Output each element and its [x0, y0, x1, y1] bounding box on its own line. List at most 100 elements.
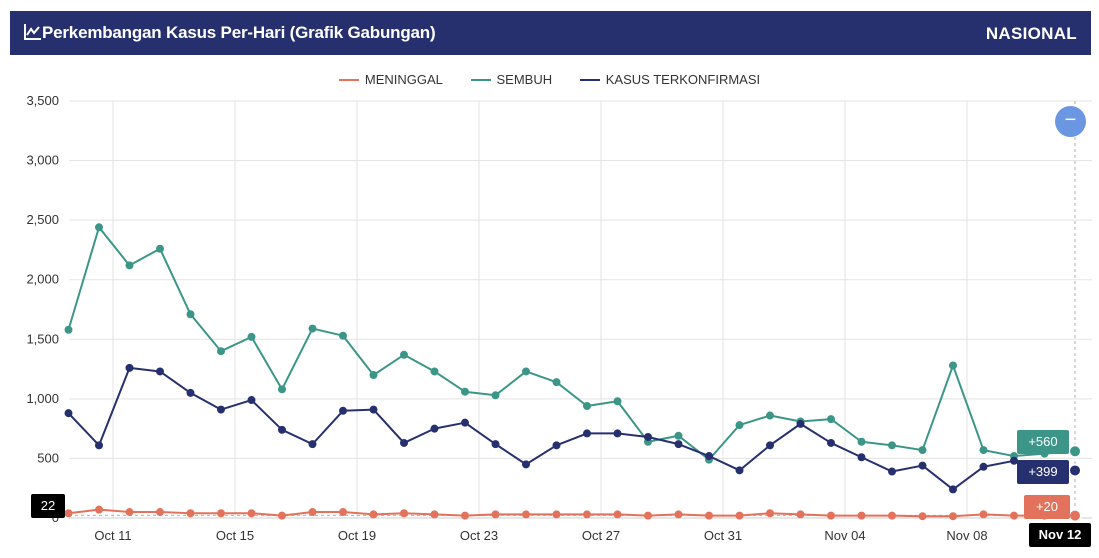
- series-line-sembuh: [67, 226, 1076, 461]
- data-point-konfirmasi: [735, 466, 744, 475]
- chart-header: Perkembangan Kasus Per-Hari (Grafik Gabu…: [10, 11, 1091, 55]
- crosshair-y-label: 22: [31, 494, 65, 518]
- minus-icon: −: [1064, 109, 1077, 131]
- data-point-meninggal: [369, 510, 378, 519]
- data-point-konfirmasi: [430, 424, 439, 433]
- data-point-meninggal: [461, 511, 469, 520]
- data-point-konfirmasi: [766, 441, 774, 450]
- data-point-meninggal: [278, 511, 286, 520]
- data-point-konfirmasi: [857, 453, 866, 462]
- data-point-meninggal: [64, 509, 73, 518]
- data-point-sembuh: [461, 387, 469, 396]
- data-point-sembuh: [857, 437, 866, 446]
- data-point-konfirmasi: [796, 419, 805, 428]
- data-point-konfirmasi: [979, 462, 988, 471]
- data-point-meninggal: [491, 510, 500, 519]
- data-point-konfirmasi: [95, 441, 103, 450]
- data-point-sembuh: [735, 421, 744, 430]
- data-point-meninggal: [888, 511, 896, 520]
- data-point-konfirmasi: [827, 438, 835, 447]
- data-point-meninggal: [1010, 511, 1018, 520]
- data-point-meninggal: [949, 512, 957, 521]
- data-point-meninggal: [674, 510, 683, 519]
- y-tick-label: 3,000: [26, 153, 59, 168]
- data-point-meninggal: [644, 511, 652, 520]
- x-tick-label: Oct 19: [338, 528, 376, 543]
- data-point-sembuh: [674, 431, 683, 440]
- data-point-sembuh: [217, 347, 225, 356]
- data-point-sembuh: [918, 446, 927, 455]
- y-tick-label: 1,000: [26, 391, 59, 406]
- x-tick-label: Oct 31: [704, 528, 742, 543]
- data-point-sembuh: [339, 331, 347, 340]
- data-point-konfirmasi: [186, 388, 195, 397]
- data-point-konfirmasi: [247, 396, 256, 405]
- data-point-meninggal: [796, 510, 805, 519]
- data-point-sembuh: [64, 325, 73, 334]
- data-point-konfirmasi: [522, 460, 530, 469]
- data-point-konfirmasi: [1068, 463, 1082, 478]
- data-point-konfirmasi: [644, 432, 652, 441]
- data-point-sembuh: [95, 223, 103, 232]
- data-point-meninggal: [827, 511, 835, 520]
- data-point-meninggal: [430, 510, 439, 519]
- x-tick-label: Nov 04: [824, 528, 865, 543]
- series-line-meninggal: [68, 508, 1075, 518]
- data-point-sembuh: [583, 402, 591, 411]
- data-point-meninggal: [918, 512, 927, 521]
- data-point-konfirmasi: [705, 452, 713, 461]
- data-point-meninggal: [95, 505, 103, 514]
- data-point-meninggal: [613, 510, 622, 519]
- data-point-konfirmasi: [369, 405, 378, 414]
- data-point-sembuh: [186, 310, 195, 319]
- tooltip-konfirmasi-value: +399: [1017, 460, 1069, 484]
- data-point-meninggal: [156, 508, 164, 517]
- data-point-sembuh: [156, 244, 164, 253]
- data-point-meninggal: [705, 511, 713, 520]
- data-point-konfirmasi: [613, 429, 622, 438]
- legend-item-sembuh[interactable]: SEMBUH: [470, 72, 553, 87]
- data-point-konfirmasi: [64, 409, 73, 418]
- data-point-meninggal: [766, 509, 774, 518]
- data-point-sembuh: [979, 446, 988, 455]
- data-point-konfirmasi: [674, 440, 683, 449]
- region-label: NASIONAL: [985, 24, 1077, 43]
- data-point-sembuh: [491, 391, 500, 400]
- data-point-meninggal: [522, 510, 530, 519]
- zoom-reset-button[interactable]: −: [1055, 106, 1086, 137]
- legend-label: SEMBUH: [496, 72, 553, 87]
- data-point-konfirmasi: [125, 363, 134, 372]
- x-tick-label: Oct 11: [94, 528, 131, 543]
- data-point-meninggal: [217, 509, 225, 518]
- tooltip-sembuh-value: +560: [1017, 430, 1069, 454]
- data-point-meninggal: [1068, 508, 1082, 523]
- data-point-meninggal: [979, 510, 988, 519]
- data-point-sembuh: [1068, 444, 1082, 459]
- data-point-konfirmasi: [278, 425, 286, 434]
- data-point-meninggal: [583, 510, 591, 519]
- data-point-meninggal: [857, 511, 866, 520]
- y-tick-label: 1,500: [26, 331, 59, 346]
- legend-item-meninggal[interactable]: MENINGGAL: [338, 72, 443, 87]
- data-point-meninggal: [339, 508, 347, 517]
- x-tick-label: Oct 15: [216, 528, 254, 543]
- data-point-konfirmasi: [156, 367, 164, 376]
- data-point-meninggal: [735, 511, 744, 520]
- legend-label: KASUS TERKONFIRMASI: [605, 72, 761, 87]
- data-point-sembuh: [827, 415, 835, 424]
- y-tick-label: 2,000: [26, 272, 59, 287]
- x-tick-label: Oct 23: [460, 528, 498, 543]
- data-point-meninggal: [186, 509, 195, 518]
- crosshair-x-label: Nov 12: [1029, 523, 1091, 547]
- legend-swatch-konfirmasi: [579, 78, 600, 81]
- data-point-sembuh: [766, 411, 774, 420]
- chart-title: Perkembangan Kasus Per-Hari (Grafik Gabu…: [42, 23, 436, 42]
- line-chart-icon: [24, 24, 41, 40]
- data-point-konfirmasi: [217, 405, 225, 414]
- data-point-konfirmasi: [1010, 456, 1018, 465]
- data-point-sembuh: [552, 378, 561, 387]
- data-point-sembuh: [888, 441, 896, 450]
- data-point-sembuh: [430, 367, 439, 376]
- legend-item-konfirmasi[interactable]: KASUS TERKONFIRMASI: [579, 72, 761, 87]
